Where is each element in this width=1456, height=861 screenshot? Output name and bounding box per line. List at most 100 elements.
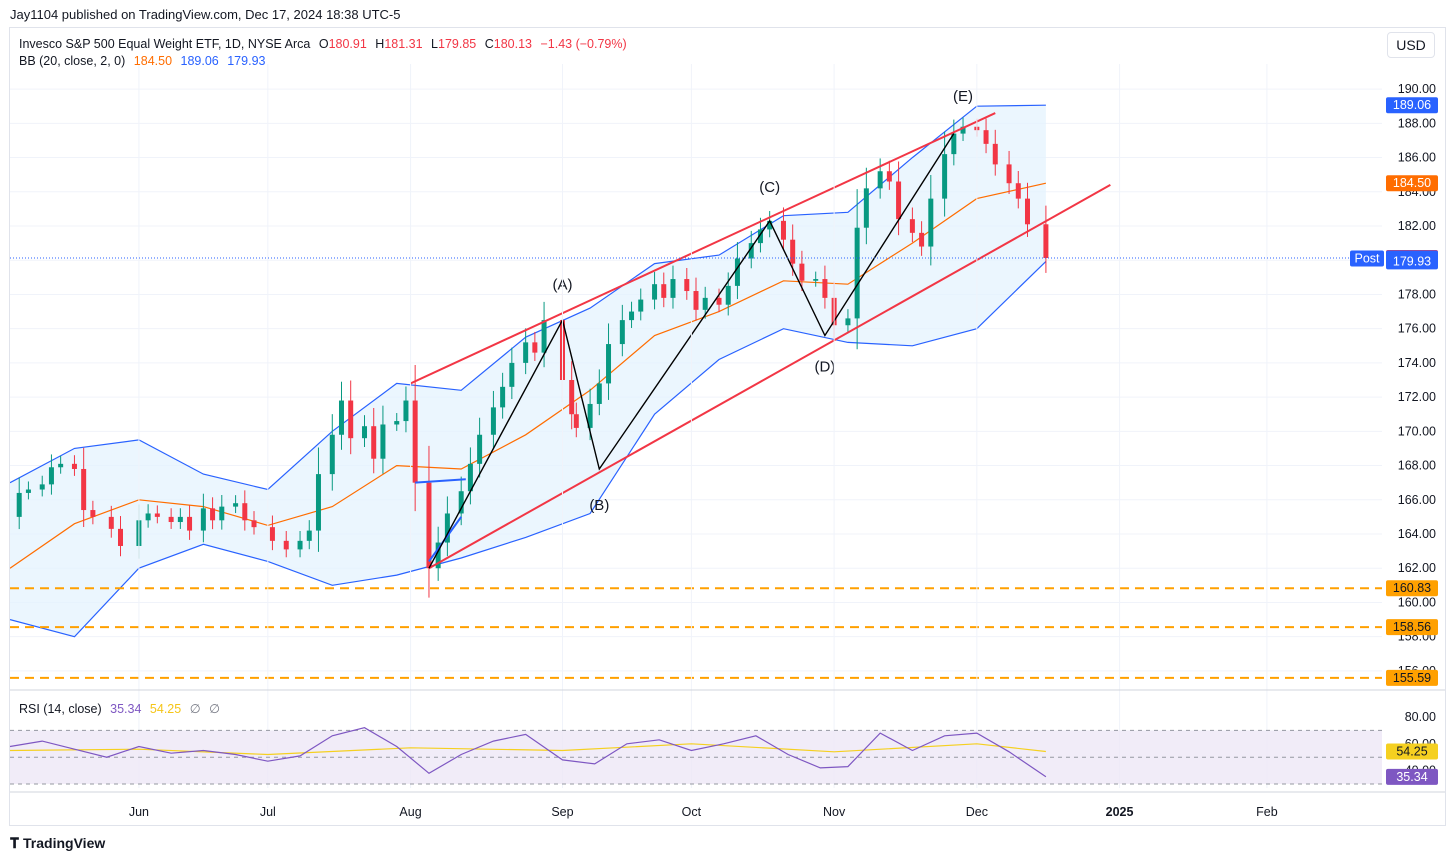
candle-body	[117, 528, 123, 546]
candle	[1043, 205, 1049, 273]
candle-body	[813, 279, 819, 281]
currency-button[interactable]: USD	[1387, 32, 1435, 58]
candle	[145, 504, 151, 528]
price-tick-label: 160.00	[1398, 595, 1436, 609]
candle-body	[380, 424, 386, 459]
price-badge-text: 189.06	[1393, 98, 1431, 112]
time-tick-label: Jul	[260, 805, 276, 819]
price-tick-label: 190.00	[1398, 82, 1436, 96]
price-tick-label: 172.00	[1398, 390, 1436, 404]
candle	[348, 380, 354, 455]
candle	[426, 445, 432, 598]
candle-body	[426, 482, 432, 569]
candle	[1015, 170, 1021, 209]
candle-body	[338, 400, 344, 435]
rsi-badge-text: 35.34	[1396, 770, 1427, 784]
rsi-label[interactable]: RSI (14, close)	[19, 702, 102, 716]
candle-body	[297, 540, 303, 550]
high-label: H	[375, 37, 385, 51]
candle-body	[767, 220, 773, 230]
price-badge-box	[1386, 97, 1438, 114]
candle-body	[942, 154, 948, 199]
price-badge-text: 179.93	[1393, 254, 1431, 268]
candle	[403, 386, 409, 433]
candle-body	[39, 484, 45, 490]
price-badge-text: 184.50	[1393, 176, 1431, 190]
candle	[684, 268, 690, 300]
candle	[951, 119, 957, 166]
candle-body	[725, 285, 731, 305]
candle	[219, 494, 225, 530]
candle-body	[886, 171, 892, 182]
bb-band-fill	[10, 105, 1046, 637]
close-label: C	[484, 37, 494, 51]
price-badge-box	[1386, 669, 1438, 686]
candle-body	[822, 279, 828, 298]
wave-label: (C)	[759, 179, 780, 196]
candle	[523, 328, 529, 375]
candle-body	[251, 520, 257, 528]
candle	[541, 301, 547, 368]
candle	[269, 515, 275, 551]
candle-body	[269, 527, 275, 541]
candle-body	[896, 181, 902, 220]
candle	[983, 118, 989, 154]
price-badge-box	[1386, 580, 1438, 597]
candle	[380, 405, 386, 474]
close-value: 180.13	[493, 37, 532, 51]
candle-body	[1024, 198, 1030, 225]
candle-body	[863, 188, 869, 228]
rsi-axis-badge: 54.25	[1386, 743, 1438, 760]
candle-body	[219, 506, 225, 521]
candle-body	[1006, 164, 1012, 184]
open-value: 180.91	[328, 37, 367, 51]
symbol-legend: Invesco S&P 500 Equal Weight ETF, 1D, NY…	[19, 37, 627, 51]
candle-body	[983, 130, 989, 144]
candle	[25, 481, 31, 500]
candle-body	[306, 530, 312, 541]
candle	[90, 500, 96, 525]
candle	[16, 477, 22, 530]
candle	[886, 160, 892, 190]
candle	[490, 390, 496, 448]
candle-body	[210, 508, 216, 521]
rsi-ma-line	[9, 743, 1046, 756]
channel-line	[410, 112, 996, 385]
candle-body	[1043, 224, 1049, 258]
candle-body	[877, 171, 883, 189]
candle-body	[187, 516, 193, 531]
candle	[444, 496, 450, 557]
candle	[362, 415, 368, 448]
candle-body	[477, 434, 483, 464]
candle-body	[532, 342, 538, 353]
candle-body	[458, 491, 464, 514]
wave-label: (D)	[814, 358, 835, 375]
bb-lower-line	[10, 260, 1047, 638]
bb-label[interactable]: BB (20, close, 2, 0)	[19, 54, 126, 68]
candle-body	[569, 380, 575, 415]
candle-body	[716, 297, 722, 305]
candle-body	[757, 229, 763, 244]
candle-body	[951, 133, 957, 155]
candle-body	[362, 426, 368, 439]
wave-path	[428, 133, 955, 569]
price-tick-label: 178.00	[1398, 287, 1436, 301]
bb-basis-line	[10, 182, 1047, 569]
candle-body	[394, 421, 400, 425]
candle	[1024, 182, 1030, 237]
candle	[187, 505, 193, 540]
candle	[629, 301, 635, 328]
candle-body	[629, 311, 635, 321]
bb-basis-value: 184.50	[133, 54, 173, 68]
tradingview-logo[interactable]: 𝐓 TradingView	[10, 835, 105, 852]
time-tick-label: Aug	[399, 805, 421, 819]
candle-body	[1015, 183, 1021, 199]
price-tick-label: 174.00	[1398, 356, 1436, 370]
candle	[48, 454, 54, 495]
candle-body	[108, 516, 114, 529]
candle	[960, 117, 966, 141]
time-tick-label: Jun	[129, 805, 149, 819]
symbol-name[interactable]: Invesco S&P 500 Equal Weight ETF, 1D, NY…	[19, 37, 311, 51]
candle-body	[845, 318, 851, 326]
